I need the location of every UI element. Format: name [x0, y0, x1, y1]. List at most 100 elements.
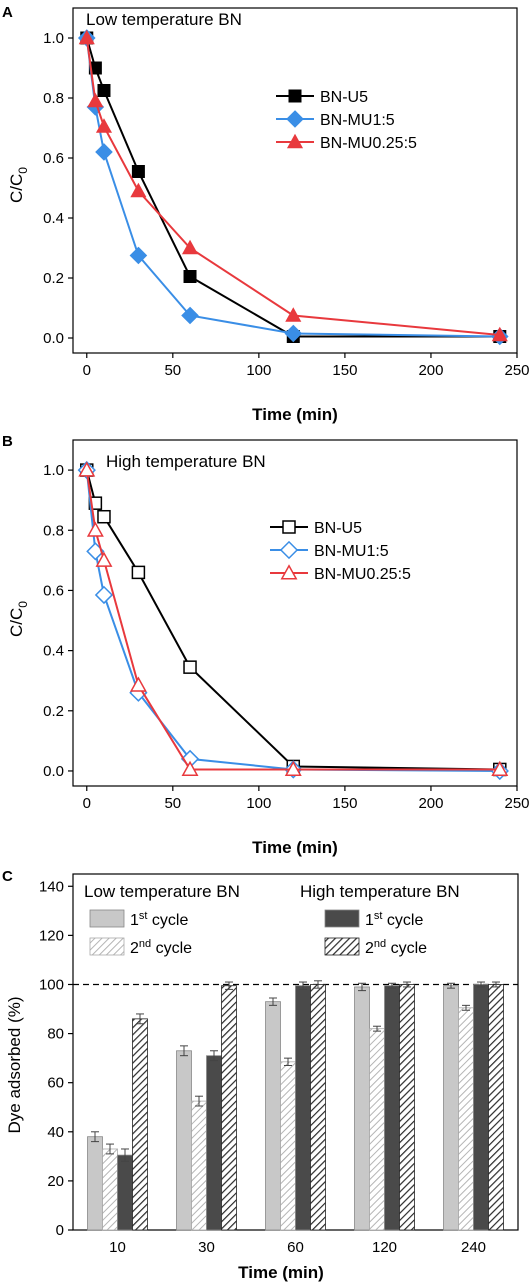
panel-c-bar	[176, 1050, 192, 1231]
panel-a-data-point	[88, 61, 102, 75]
panel-c-bar	[295, 985, 311, 1231]
panel-c-y-tick-label: 100	[39, 976, 64, 993]
panel-b-axes: 0 50 100 150 200 250 0.0 0.2 0.4 0.6 0.8 1.0	[43, 439, 530, 812]
panel-b-y-tick-label: 0.0	[43, 763, 64, 780]
panel-a-legend-label: BN-MU1:5	[320, 112, 395, 129]
panel-b-x-axis-label: Time (min)	[252, 838, 338, 857]
panel-b-x-tick-label: 200	[418, 795, 443, 812]
panel-a-y-tick-label: 0.4	[43, 210, 64, 227]
panel-c-x-tick-label: 120	[372, 1239, 397, 1256]
panel-b-data-point	[78, 461, 96, 477]
panel-b-y-tick-label: 1.0	[43, 462, 64, 479]
panel-b-data-point	[129, 676, 147, 692]
panel-a-y-tick-label: 0.0	[43, 330, 64, 347]
panel-c-bar	[221, 985, 237, 1231]
panel-c-x-tick-label: 240	[461, 1239, 486, 1256]
panel-b-series-line-1	[85, 469, 500, 771]
panel-a-data-point	[491, 326, 508, 342]
panel-c-y-tick-label: 40	[47, 1124, 64, 1141]
panel-c-legend-swatch	[324, 909, 360, 928]
panel-a-x-tick-label: 50	[164, 362, 181, 379]
panel-c-bar	[310, 984, 326, 1231]
panel-a-data-point	[181, 239, 199, 255]
panel-c-bar	[191, 1100, 207, 1231]
panel-b-data-point	[284, 760, 302, 776]
panel-c-bar	[132, 1018, 148, 1231]
panel-a-y-tick-label: 1.0	[43, 30, 64, 47]
panel-c-legend-label: 1st cycle	[365, 910, 423, 929]
panel-a-x-tick-label: 250	[504, 362, 529, 379]
panel-c-bar	[488, 984, 504, 1231]
panel-b-series-line-3	[85, 469, 500, 771]
panel-c-legend-swatch	[324, 937, 360, 956]
panel-c-x-tick-label: 10	[109, 1239, 126, 1256]
panel-c-x-axis-label: Time (min)	[238, 1263, 324, 1282]
panel-b-legend-label: BN-MU1:5	[314, 543, 389, 560]
panel-a-data-point	[181, 306, 199, 325]
panel-c-bar	[102, 1148, 118, 1231]
panel-a-data-point	[95, 118, 113, 133]
panel-a-y-axis-label: C/C0	[7, 167, 30, 203]
panel-b-data-point	[86, 521, 104, 537]
panel-b-x-tick-label: 150	[332, 795, 357, 812]
panel-a-data-point	[95, 143, 113, 161]
panel-c-legend-swatch	[89, 937, 125, 956]
panel-a-annotation: Low temperature BN	[86, 10, 242, 29]
panel-c-legend: Low temperature BN High temperature BN 1st…	[84, 882, 460, 957]
panel-c-legend-group-title: High temperature BN	[300, 882, 460, 901]
panel-c-y-tick-label: 20	[47, 1173, 64, 1190]
panel-c-bar	[117, 1154, 133, 1231]
panel-a-data-point	[284, 324, 303, 343]
panel-a-legend-label: BN-U5	[320, 89, 368, 106]
panel-a-data-point	[131, 165, 145, 178]
panel-b-data-point	[181, 760, 199, 776]
panel-b-x-tick-label: 100	[246, 795, 271, 812]
panel-c-x-tick-label: 30	[198, 1239, 215, 1256]
panel-c-legend-label: 1st cycle	[130, 910, 188, 929]
panel-b-x-tick-label: 50	[164, 795, 181, 812]
panel-a-data-point	[78, 29, 95, 45]
panel-a-data-point	[129, 246, 148, 265]
panel-a-legend-marker	[286, 110, 304, 128]
panel-c-bar	[473, 984, 489, 1231]
panel-c-bar-chart: C 0 20 40 60 80 100 120 140 10 30 60 120 240 Low tem…	[2, 868, 519, 1282]
panel-b-plot-frame	[72, 439, 518, 787]
panel-a-x-tick-label: 100	[246, 362, 271, 379]
panel-c-legend-label: 2nd cycle	[130, 938, 192, 957]
panel-a-data-point	[130, 182, 147, 198]
panel-c-bar	[384, 985, 400, 1231]
panel-b-y-tick-label: 0.8	[43, 522, 64, 539]
panel-b-legend: BN-U5 BN-MU1:5 BN-MU0.25:5	[270, 520, 411, 583]
panel-c-bar	[354, 986, 370, 1231]
panel-b-letter: B	[2, 433, 13, 450]
panel-b-y-tick-label: 0.2	[43, 703, 64, 720]
panel-a-x-tick-label: 0	[83, 362, 91, 379]
panel-c-y-tick-label: 60	[47, 1075, 64, 1092]
panel-c-y-tick-label: 0	[56, 1222, 64, 1239]
panel-c-bar	[399, 984, 415, 1231]
panel-b-x-tick-label: 250	[504, 795, 529, 812]
panel-a-data-point	[183, 270, 197, 283]
panel-b-data-point	[97, 509, 111, 524]
panel-b-data-point	[491, 760, 509, 776]
panel-a-legend-label: BN-MU0.25:5	[320, 135, 417, 152]
panel-c-y-tick-label: 140	[39, 878, 64, 895]
panel-b-data-point	[94, 585, 114, 605]
panel-b-y-tick-label: 0.6	[43, 582, 64, 599]
panel-c-bar	[443, 985, 459, 1231]
panel-a-series-line-1	[85, 37, 500, 338]
panel-a-series-line-2	[85, 37, 500, 338]
panel-a-x-axis-label: Time (min)	[252, 405, 338, 424]
panel-a-series-line-3	[85, 37, 500, 336]
panel-b-legend-label: BN-U5	[314, 520, 362, 537]
panel-c-letter: C	[2, 868, 13, 885]
panel-a-plot-frame	[72, 7, 518, 354]
panel-a-y-tick-label: 0.2	[43, 270, 64, 287]
panel-b-data-point	[131, 565, 146, 580]
panel-a-legend-marker	[286, 133, 304, 149]
panel-b-data-point	[183, 660, 197, 674]
panel-b-y-tick-label: 0.4	[43, 643, 64, 660]
panel-a-legend: BN-U5 BN-MU1:5 BN-MU0.25:5	[276, 89, 417, 152]
panel-b-y-axis-label: C/C0	[7, 601, 30, 637]
